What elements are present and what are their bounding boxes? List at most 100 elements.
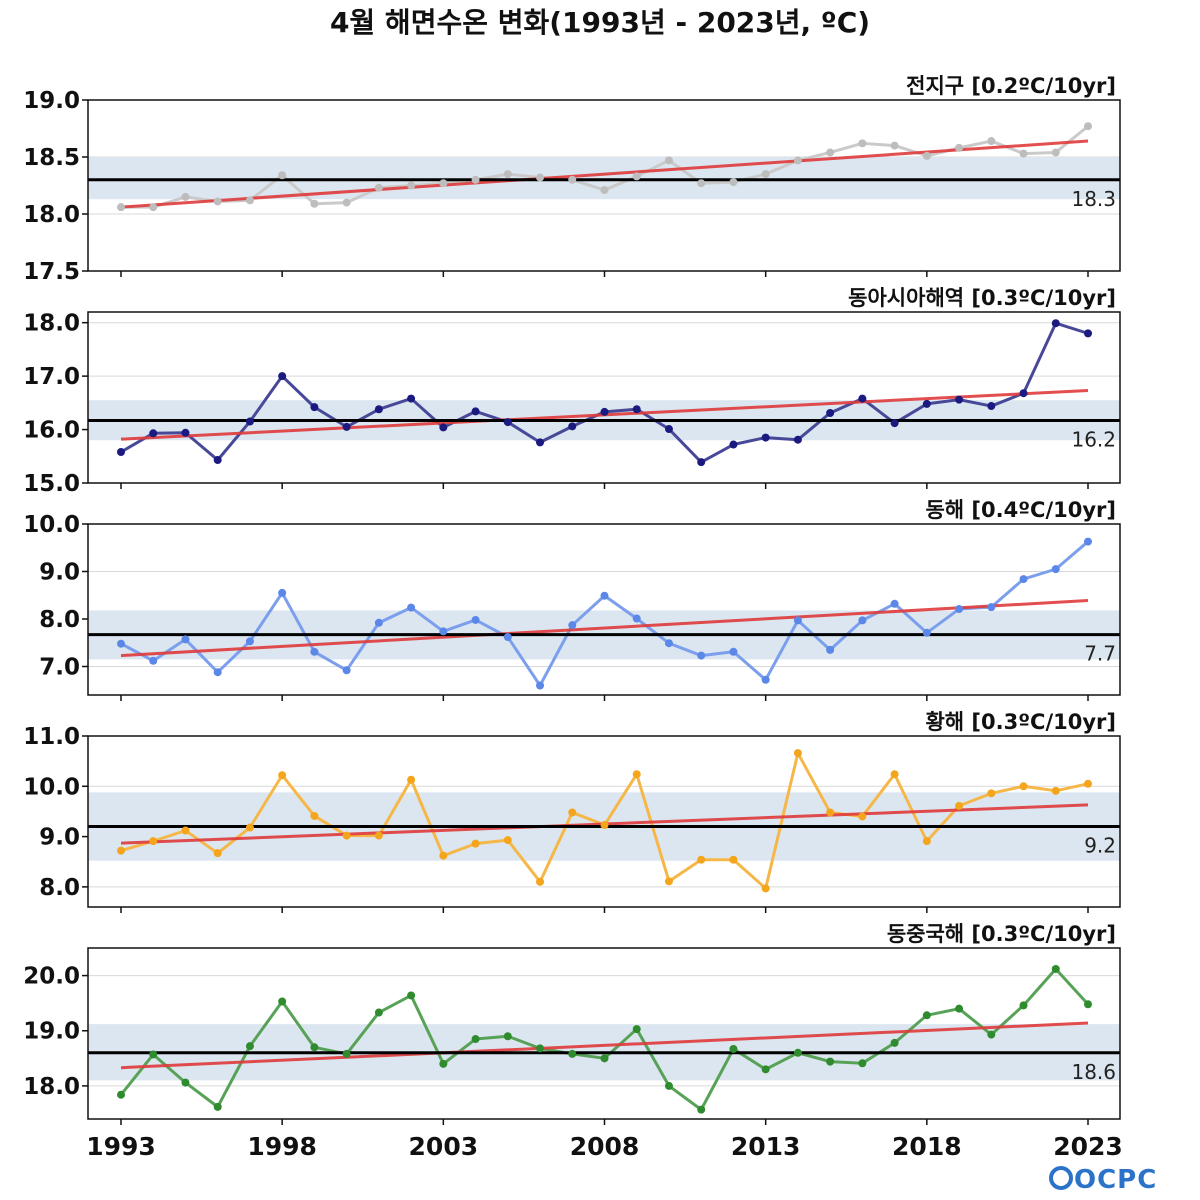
x-tick-label: 2003	[409, 1132, 479, 1161]
y-tick-label: 18.5	[23, 145, 80, 171]
data-point	[213, 456, 222, 465]
data-point	[245, 1042, 254, 1051]
data-point	[568, 422, 577, 431]
data-point	[600, 1054, 609, 1063]
data-point	[117, 846, 125, 855]
mean-label: 18.6	[1071, 1060, 1116, 1084]
data-point	[213, 1102, 222, 1111]
data-point	[729, 647, 738, 656]
data-point	[1019, 389, 1028, 398]
data-point	[697, 1105, 706, 1114]
y-tick-label: 19.0	[23, 1019, 80, 1045]
data-point	[922, 837, 931, 846]
data-point	[729, 440, 738, 449]
panel-4: 황해 [0.3ºC/10yr] 8.0 9.0 10.0 11.0 9.2	[23, 710, 1121, 913]
data-point	[407, 775, 416, 784]
data-point	[632, 1025, 641, 1034]
data-point	[761, 884, 770, 893]
data-point	[890, 770, 899, 779]
data-point	[664, 425, 673, 434]
data-point	[181, 192, 190, 201]
panel-5: 동중국해 [0.3ºC/10yr] 18.0 19.0 20.0 18.6	[23, 922, 1121, 1125]
data-point	[1084, 1000, 1092, 1009]
chart-title: 4월 해면수온 변화(1993년 - 2023년, ºC)	[330, 6, 870, 39]
data-point	[600, 821, 609, 830]
data-point	[826, 645, 835, 654]
data-point	[310, 647, 319, 656]
data-point	[858, 812, 867, 821]
data-point	[858, 1059, 867, 1068]
x-tick-label: 2013	[731, 1132, 801, 1161]
data-point	[213, 197, 222, 206]
data-point	[117, 1090, 125, 1099]
data-point	[245, 196, 254, 205]
x-axis: 1993 1998 2003 2008 2013 2018 2023	[86, 1132, 1123, 1161]
data-point	[568, 621, 577, 630]
logo-globe-icon	[1049, 1166, 1073, 1190]
data-point	[503, 633, 512, 642]
data-point	[793, 1048, 802, 1057]
data-point	[181, 635, 190, 644]
data-point	[1051, 964, 1060, 973]
data-point	[697, 458, 706, 467]
data-point	[181, 428, 190, 437]
panel-title: 동아시아해역 [0.3ºC/10yr]	[848, 286, 1116, 310]
panel-title: 황해 [0.3ºC/10yr]	[925, 710, 1116, 734]
data-point	[374, 831, 383, 840]
data-point	[955, 395, 964, 404]
panel-2: 동아시아해역 [0.3ºC/10yr] 15.0 16.0 17.0 18.0 16.2	[23, 286, 1121, 497]
ocpc-logo: OCPC	[1049, 1165, 1157, 1195]
data-point	[600, 591, 609, 600]
data-point	[890, 141, 899, 150]
data-point	[922, 399, 931, 408]
data-point	[987, 789, 996, 798]
y-tick-label: 19.0	[23, 88, 80, 114]
data-point	[1019, 149, 1028, 158]
panel-frame	[87, 735, 1121, 908]
data-point	[1051, 148, 1060, 157]
data-point	[471, 407, 480, 416]
data-point	[536, 681, 545, 690]
data-point	[761, 675, 770, 684]
panel-3: 동해 [0.4ºC/10yr] 7.0 8.0 9.0 10.0 7.7	[23, 498, 1121, 701]
data-point	[439, 423, 448, 432]
data-point	[439, 851, 448, 860]
data-point	[793, 156, 802, 165]
chart-panels: 전지구 [0.2ºC/10yr] 17.5 18.0 18.5 19.0 18.3 동아시아…	[23, 74, 1121, 1125]
data-point	[149, 203, 158, 212]
logo-text: OCPC	[1074, 1165, 1157, 1195]
data-point	[117, 203, 125, 212]
data-point	[471, 839, 480, 848]
data-point	[632, 172, 641, 181]
data-point	[664, 156, 673, 165]
data-point	[664, 639, 673, 648]
y-tick-label: 8.0	[39, 607, 80, 633]
data-point	[342, 666, 351, 675]
y-tick-label: 9.0	[39, 560, 80, 586]
data-point	[213, 668, 222, 677]
data-point	[310, 199, 319, 208]
data-point	[1051, 786, 1060, 795]
panel-title: 동중국해 [0.3ºC/10yr]	[887, 922, 1116, 946]
y-tick-label: 15.0	[23, 471, 80, 497]
data-point	[697, 179, 706, 188]
data-point	[1084, 329, 1092, 338]
y-tick-label: 10.0	[23, 774, 80, 800]
data-point	[1019, 1001, 1028, 1010]
data-point	[890, 419, 899, 428]
data-point	[439, 627, 448, 636]
data-point	[439, 1059, 448, 1068]
x-tick-label: 1998	[247, 1132, 317, 1161]
data-point	[342, 1049, 351, 1058]
series-line	[120, 321, 1089, 464]
data-point	[117, 448, 125, 457]
data-point	[664, 1081, 673, 1090]
data-point	[826, 808, 835, 817]
data-point	[729, 178, 738, 187]
x-tick-label: 1993	[86, 1132, 156, 1161]
data-point	[568, 175, 577, 184]
data-point	[374, 1008, 383, 1017]
mean-label: 16.2	[1071, 427, 1116, 451]
data-point	[342, 422, 351, 431]
